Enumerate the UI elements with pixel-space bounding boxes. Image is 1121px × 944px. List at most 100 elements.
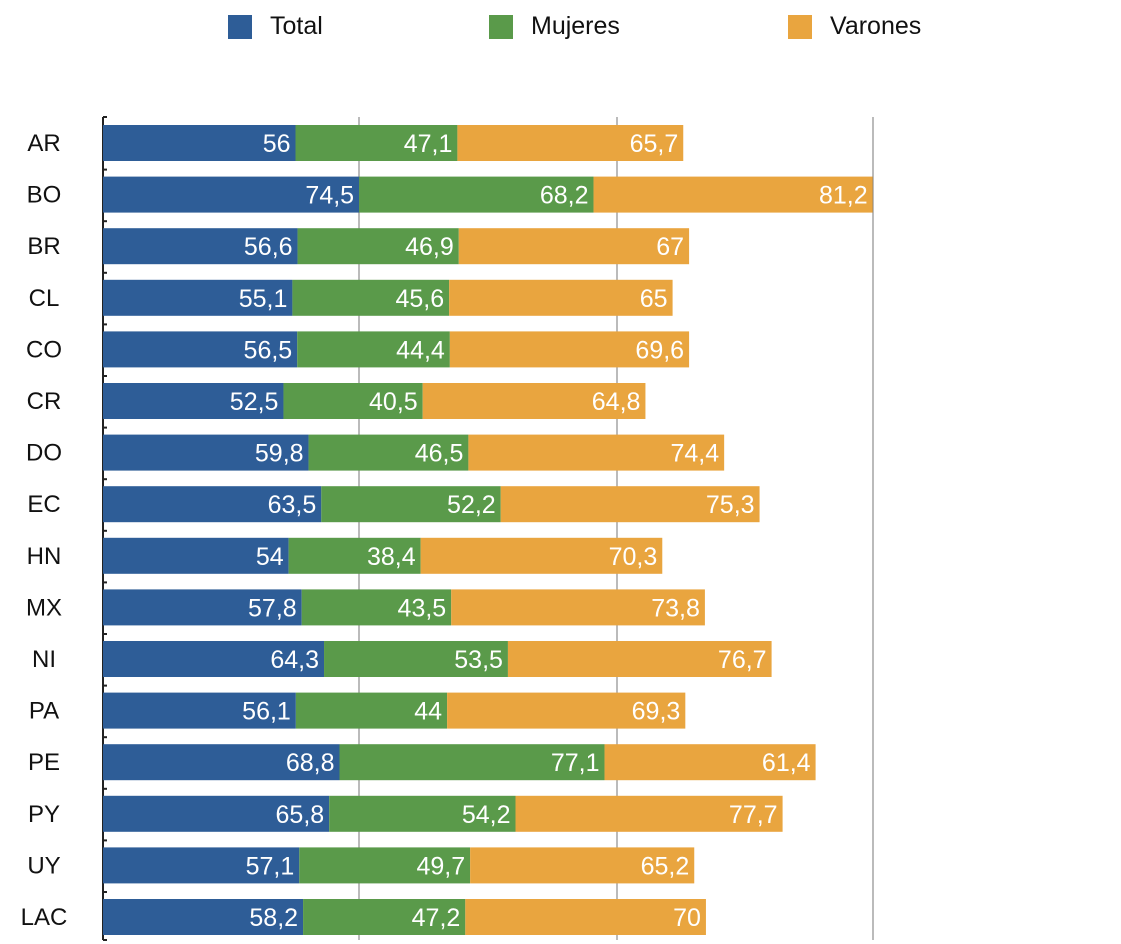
bar-total-ni (103, 641, 325, 677)
bar-total-bo (103, 176, 360, 213)
bar-mujeres-br (297, 228, 459, 265)
data-label-mujeres-ec: 52,2 (447, 491, 496, 519)
data-label-mujeres-do: 46,5 (415, 440, 464, 468)
legend-item-mujeres: Mujeres (489, 12, 620, 41)
legend-swatch-varones (788, 14, 812, 39)
data-label-total-uy: 57,1 (246, 852, 295, 880)
data-label-varones-ni: 76,7 (718, 646, 767, 674)
bar-varones-lac (465, 899, 706, 935)
data-label-total-pe: 68,8 (286, 749, 335, 777)
data-label-total-mx: 57,8 (248, 594, 297, 622)
data-label-mujeres-uy: 49,7 (416, 852, 465, 880)
data-label-varones-cl: 65 (640, 285, 668, 313)
category-label-cl: CL (29, 285, 60, 312)
data-label-total-do: 59,8 (255, 440, 304, 468)
bar-mujeres-hn (288, 537, 421, 574)
bar-total-py (103, 795, 330, 832)
bar-total-hn (103, 537, 289, 574)
data-label-total-bo: 74,5 (305, 182, 354, 210)
bar-total-ec (103, 486, 322, 523)
legend-swatch-mujeres (489, 14, 513, 39)
bar-varones-ni (507, 641, 772, 677)
bar-mujeres-cl (292, 279, 450, 316)
data-label-mujeres-mx: 43,5 (398, 594, 447, 622)
data-label-varones-hn: 70,3 (609, 543, 658, 571)
data-label-varones-br: 67 (656, 233, 684, 261)
bar-varones-hn (420, 537, 663, 574)
data-label-mujeres-cr: 40,5 (369, 388, 418, 416)
bar-mujeres-mx (301, 589, 452, 626)
bar-varones-bo (593, 176, 873, 213)
bar-mujeres-ar (295, 125, 458, 161)
data-label-mujeres-cl: 45,6 (395, 285, 444, 313)
bar-total-lac (103, 899, 304, 935)
data-label-varones-do: 74,4 (670, 440, 719, 468)
legend-item-varones: Varones (788, 12, 921, 41)
bar-total-ar (103, 125, 296, 161)
data-label-total-py: 65,8 (276, 801, 325, 829)
data-label-mujeres-ni: 53,5 (454, 646, 503, 674)
data-label-total-hn: 54 (256, 543, 284, 571)
category-label-mx: MX (26, 594, 62, 621)
category-label-ni: NI (32, 646, 56, 673)
bar-total-pe (103, 744, 340, 781)
category-label-uy: UY (27, 852, 60, 879)
data-label-varones-pa: 69,3 (632, 698, 681, 726)
bar-mujeres-co (297, 331, 450, 368)
category-label-ec: EC (27, 491, 60, 518)
category-label-pe: PE (28, 749, 60, 776)
category-label-lac: LAC (21, 904, 68, 931)
category-label-br: BR (27, 233, 60, 260)
category-label-do: DO (26, 440, 62, 467)
legend-label-total: Total (270, 12, 323, 40)
data-label-total-pa: 56,1 (242, 698, 291, 726)
data-label-total-ec: 63,5 (268, 491, 317, 519)
data-label-varones-pe: 61,4 (762, 749, 811, 777)
data-label-mujeres-ar: 47,1 (404, 130, 453, 158)
data-label-total-cl: 55,1 (239, 285, 288, 313)
bar-total-do (103, 434, 309, 471)
bar-varones-py (515, 795, 783, 832)
data-label-varones-uy: 65,2 (641, 852, 690, 880)
data-label-varones-ar: 65,7 (630, 130, 679, 158)
bar-varones-br (458, 228, 690, 265)
bar-mujeres-cr (283, 383, 423, 419)
category-label-hn: HN (27, 543, 62, 570)
bar-mujeres-pa (295, 692, 448, 729)
bar-varones-ec (500, 486, 760, 523)
bar-varones-cr (422, 383, 646, 419)
data-label-mujeres-lac: 47,2 (412, 904, 461, 932)
bar-varones-pa (447, 692, 686, 729)
bar-total-br (103, 228, 298, 265)
data-label-varones-ec: 75,3 (706, 491, 755, 519)
data-label-mujeres-pa: 44 (414, 698, 442, 726)
bar-varones-uy (470, 847, 695, 884)
bar-total-pa (103, 692, 296, 729)
legend-item-total: Total (228, 12, 323, 41)
data-label-varones-lac: 70 (673, 904, 701, 932)
bar-mujeres-py (329, 795, 516, 832)
data-label-total-br: 56,6 (244, 233, 293, 261)
data-label-mujeres-hn: 38,4 (367, 543, 416, 571)
bar-total-cr (103, 383, 284, 419)
data-label-total-cr: 52,5 (230, 388, 279, 416)
chart-legend: Total Mujeres Varones (0, 12, 1121, 46)
bar-mujeres-bo (359, 176, 594, 213)
data-label-varones-bo: 81,2 (819, 182, 868, 210)
bar-varones-co (449, 331, 690, 368)
data-label-mujeres-bo: 68,2 (540, 182, 589, 210)
bar-mujeres-uy (299, 847, 471, 884)
data-label-total-ni: 64,3 (270, 646, 319, 674)
category-label-ar: AR (27, 130, 60, 157)
bar-mujeres-lac (303, 899, 466, 935)
data-label-mujeres-py: 54,2 (462, 801, 511, 829)
category-label-cr: CR (27, 388, 62, 415)
legend-swatch-total (228, 14, 252, 39)
data-label-varones-py: 77,7 (729, 801, 778, 829)
data-label-mujeres-pe: 77,1 (551, 749, 600, 777)
data-label-total-ar: 56 (263, 130, 291, 158)
data-label-mujeres-br: 46,9 (405, 233, 454, 261)
bar-varones-mx (451, 589, 705, 626)
legend-label-mujeres: Mujeres (531, 12, 620, 40)
